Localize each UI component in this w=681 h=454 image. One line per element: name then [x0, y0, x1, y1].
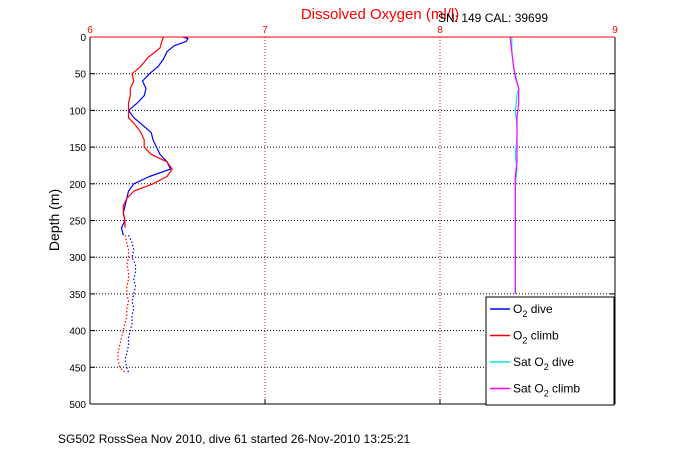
chart-title: Dissolved Oxygen (ml/l): [301, 6, 459, 23]
y-tick-label: 250: [69, 217, 86, 228]
legend-label-rest: climb: [549, 382, 581, 396]
axes: 0 50 100 150 200 250 300 350 400 450 500 6 7 8 9: [69, 25, 618, 411]
legend-label: O2 dive: [513, 302, 553, 319]
legend-label-subscript: 2: [544, 362, 549, 372]
dive-info-footer: SG502 RossSea Nov 2010, dive 61 started …: [58, 432, 411, 446]
legend-label: Sat O2 dive: [513, 355, 574, 372]
legend-label-rest: climb: [527, 329, 559, 343]
y-tick-label: 450: [69, 363, 86, 374]
legend-label: Sat O2 climb: [513, 382, 580, 399]
legend-label-rest: dive: [549, 355, 575, 369]
x-tick-label: 9: [612, 25, 618, 36]
legend-label-rest: dive: [527, 302, 553, 316]
series-line-3: [117, 235, 130, 373]
legend-box: [485, 296, 615, 406]
grid: [90, 37, 615, 404]
legend-label-subscript: 2: [544, 389, 549, 399]
y-tick-label: 350: [69, 290, 86, 301]
y-tick-label: 500: [69, 400, 86, 411]
y-tick-label: 100: [69, 106, 86, 117]
x-tick-label: 8: [437, 25, 443, 36]
x-tick-label: 6: [87, 25, 93, 36]
y-tick-label: 200: [69, 180, 86, 191]
serial-cal-label: SN: 149 CAL: 39699: [438, 11, 548, 25]
legend-label: O2 climb: [513, 329, 559, 346]
legend-label-main: Sat O: [513, 355, 544, 369]
y-tick-label: 50: [75, 70, 87, 81]
legend-label-subscript: 2: [522, 309, 527, 319]
legend-label-subscript: 2: [522, 336, 527, 346]
y-tick-label: 400: [69, 327, 86, 338]
legend-label-main: O: [513, 329, 522, 343]
series-line-5: [509, 36, 520, 294]
legend-label-main: Sat O: [513, 382, 544, 396]
y-tick-label: 0: [80, 33, 86, 44]
legend-label-main: O: [513, 302, 522, 316]
series-line-1: [124, 234, 137, 373]
series-group: [117, 36, 520, 373]
y-tick-label: 150: [69, 143, 86, 154]
x-tick-label: 7: [262, 25, 268, 36]
y-axis-label: Depth (m): [46, 189, 62, 251]
series-line-2: [122, 36, 173, 228]
y-tick-label: 300: [69, 253, 86, 264]
